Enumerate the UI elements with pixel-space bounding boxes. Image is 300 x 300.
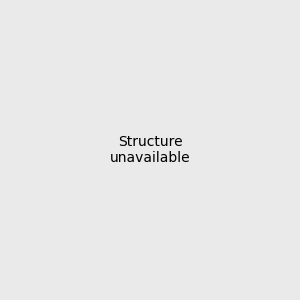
Text: Structure
unavailable: Structure unavailable xyxy=(110,135,190,165)
